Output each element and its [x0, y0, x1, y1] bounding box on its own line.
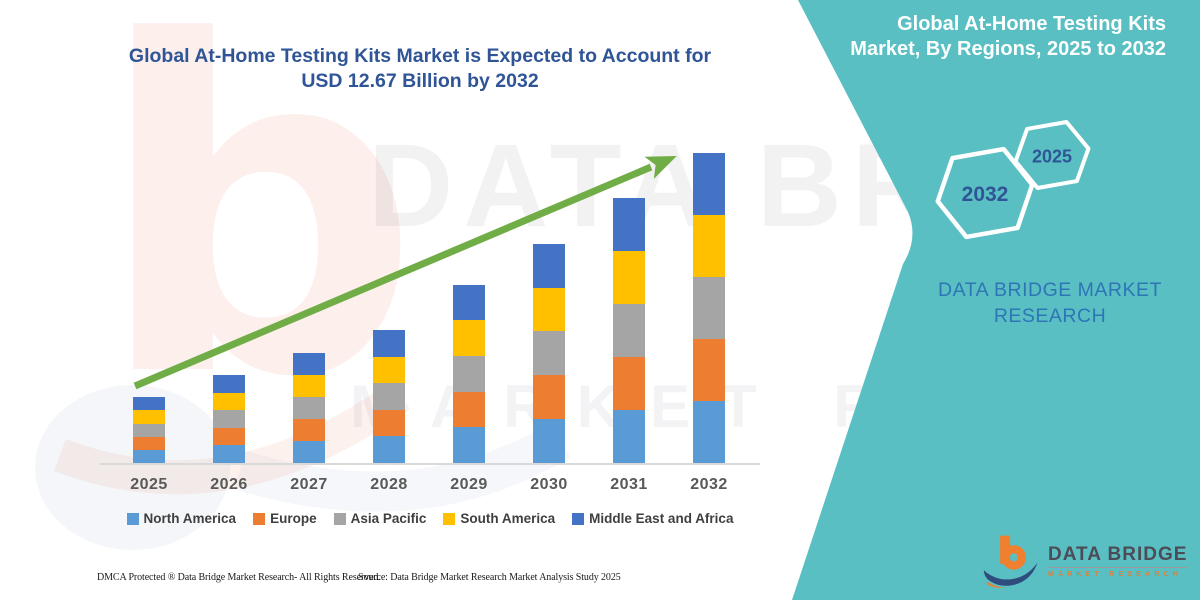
bar-2029 [453, 284, 485, 463]
x-axis-label-2025: 2025 [130, 476, 168, 493]
legend-label: Asia Pacific [350, 511, 427, 526]
segment-south-america-2027 [293, 375, 325, 398]
logo-subtitle: MARKET RESEARCH [1048, 571, 1183, 578]
x-axis-label-2031: 2031 [610, 476, 648, 493]
segment-europe-2025 [133, 436, 165, 450]
segment-south-america-2026 [213, 392, 245, 411]
segment-asia-pacific-2029 [453, 355, 485, 392]
x-axis-label-2029: 2029 [450, 476, 488, 493]
segment-europe-2028 [373, 409, 405, 437]
bar-2032 [693, 153, 725, 463]
legend-item-middle-east-and-africa: Middle East and Africa [572, 511, 733, 526]
x-axis-label-2030: 2030 [530, 476, 568, 493]
logo-divider [1048, 567, 1188, 568]
bar-2025 [133, 397, 165, 463]
bar-2031 [613, 197, 645, 463]
segment-middle-east-and-africa-2029 [453, 284, 485, 321]
segment-asia-pacific-2025 [133, 423, 165, 437]
brand-text-line2: RESEARCH [993, 305, 1107, 327]
segment-north-america-2028 [373, 436, 405, 463]
brand-text: DATA BRIDGE MARKET RESEARCH [930, 277, 1170, 329]
legend-label: South America [460, 511, 556, 526]
hexagon-label-2025: 2025 [1031, 146, 1073, 167]
hexagon-2025-outline [1013, 119, 1091, 191]
x-axis-label-2027: 2027 [290, 476, 328, 493]
segment-middle-east-and-africa-2028 [373, 330, 405, 357]
segment-europe-2026 [213, 427, 245, 446]
bar-2028 [373, 330, 405, 463]
chart-title-line2: USD 12.67 Billion by 2032 [301, 70, 539, 92]
segment-europe-2030 [533, 375, 565, 420]
segment-middle-east-and-africa-2031 [613, 197, 645, 251]
chart-title-line1: Global At-Home Testing Kits Market is Ex… [128, 45, 712, 67]
segment-asia-pacific-2026 [213, 410, 245, 428]
segment-south-america-2028 [373, 356, 405, 384]
segment-north-america-2026 [213, 445, 245, 463]
segment-middle-east-and-africa-2025 [133, 397, 165, 411]
segment-north-america-2027 [293, 441, 325, 463]
segment-south-america-2031 [613, 250, 645, 304]
dmca-notice: DMCA Protected ® Data Bridge Market Rese… [97, 572, 381, 583]
legend-swatch-icon [333, 512, 346, 525]
panel-title-line2: Market, By Regions, 2025 to 2032 [850, 38, 1166, 60]
segment-north-america-2030 [533, 419, 565, 463]
segment-europe-2031 [613, 356, 645, 410]
x-axis-labels: 2025 2026 2027 2028 2029 2030 2031 2032 [100, 476, 760, 498]
segment-europe-2029 [453, 391, 485, 428]
segment-asia-pacific-2031 [613, 303, 645, 357]
segment-north-america-2032 [693, 401, 725, 463]
legend-item-north-america: North America [126, 511, 237, 526]
x-axis-label-2028: 2028 [370, 476, 408, 493]
segment-asia-pacific-2032 [693, 277, 725, 339]
legend-label: North America [143, 511, 237, 526]
legend-swatch-icon [572, 512, 585, 525]
segment-middle-east-and-africa-2027 [293, 353, 325, 376]
segment-asia-pacific-2030 [533, 331, 565, 376]
logo-text: DATA BRIDGE MARKET RESEARCH [1048, 544, 1188, 578]
bar-2030 [533, 243, 565, 463]
segment-asia-pacific-2027 [293, 397, 325, 420]
logo-name: DATA BRIDGE [1048, 544, 1188, 565]
chart-legend: North America Europe Asia Pacific South Ame… [100, 511, 760, 526]
source-note: Source: Data Bridge Market Research Mark… [358, 572, 621, 583]
legend-item-south-america: South America [443, 511, 555, 526]
x-axis-label-2032: 2032 [690, 476, 728, 493]
segment-north-america-2031 [613, 409, 645, 463]
legend-label: Middle East and Africa [589, 511, 734, 526]
legend-swatch-icon [253, 512, 266, 525]
legend-swatch-icon [126, 512, 139, 525]
segment-south-america-2032 [693, 215, 725, 277]
segment-europe-2032 [693, 339, 725, 401]
brand-text-line1: DATA BRIDGE MARKET [938, 279, 1162, 301]
legend-item-asia-pacific: Asia Pacific [333, 511, 427, 526]
segment-south-america-2029 [453, 320, 485, 356]
segment-middle-east-and-africa-2030 [533, 243, 565, 288]
segment-middle-east-and-africa-2026 [213, 375, 245, 393]
segment-asia-pacific-2028 [373, 383, 405, 410]
logo-mark-icon [983, 535, 1038, 588]
legend-swatch-icon [443, 512, 456, 525]
segment-europe-2027 [293, 419, 325, 442]
hexagon-label-2032: 2032 [961, 183, 1009, 206]
plot-area [100, 145, 760, 465]
segment-south-america-2025 [133, 410, 165, 424]
x-axis-label-2026: 2026 [210, 476, 248, 493]
legend-label: Europe [270, 511, 317, 526]
data-bridge-logo: DATA BRIDGE MARKET RESEARCH [982, 533, 1188, 589]
side-panel-shape [792, 0, 1200, 600]
panel-title: Global At-Home Testing Kits Market, By R… [850, 12, 1166, 62]
segment-north-america-2025 [133, 449, 165, 463]
chart-title: Global At-Home Testing Kits Market is Ex… [60, 44, 780, 94]
panel-title-line1: Global At-Home Testing Kits [897, 13, 1166, 35]
bar-2027 [293, 353, 325, 463]
segment-north-america-2029 [453, 427, 485, 463]
hexagon-2032-outline [935, 146, 1035, 240]
segment-south-america-2030 [533, 287, 565, 332]
segment-middle-east-and-africa-2032 [693, 153, 725, 215]
bar-2026 [213, 375, 245, 463]
legend-item-europe: Europe [253, 511, 317, 526]
trend-arrow [133, 156, 677, 390]
